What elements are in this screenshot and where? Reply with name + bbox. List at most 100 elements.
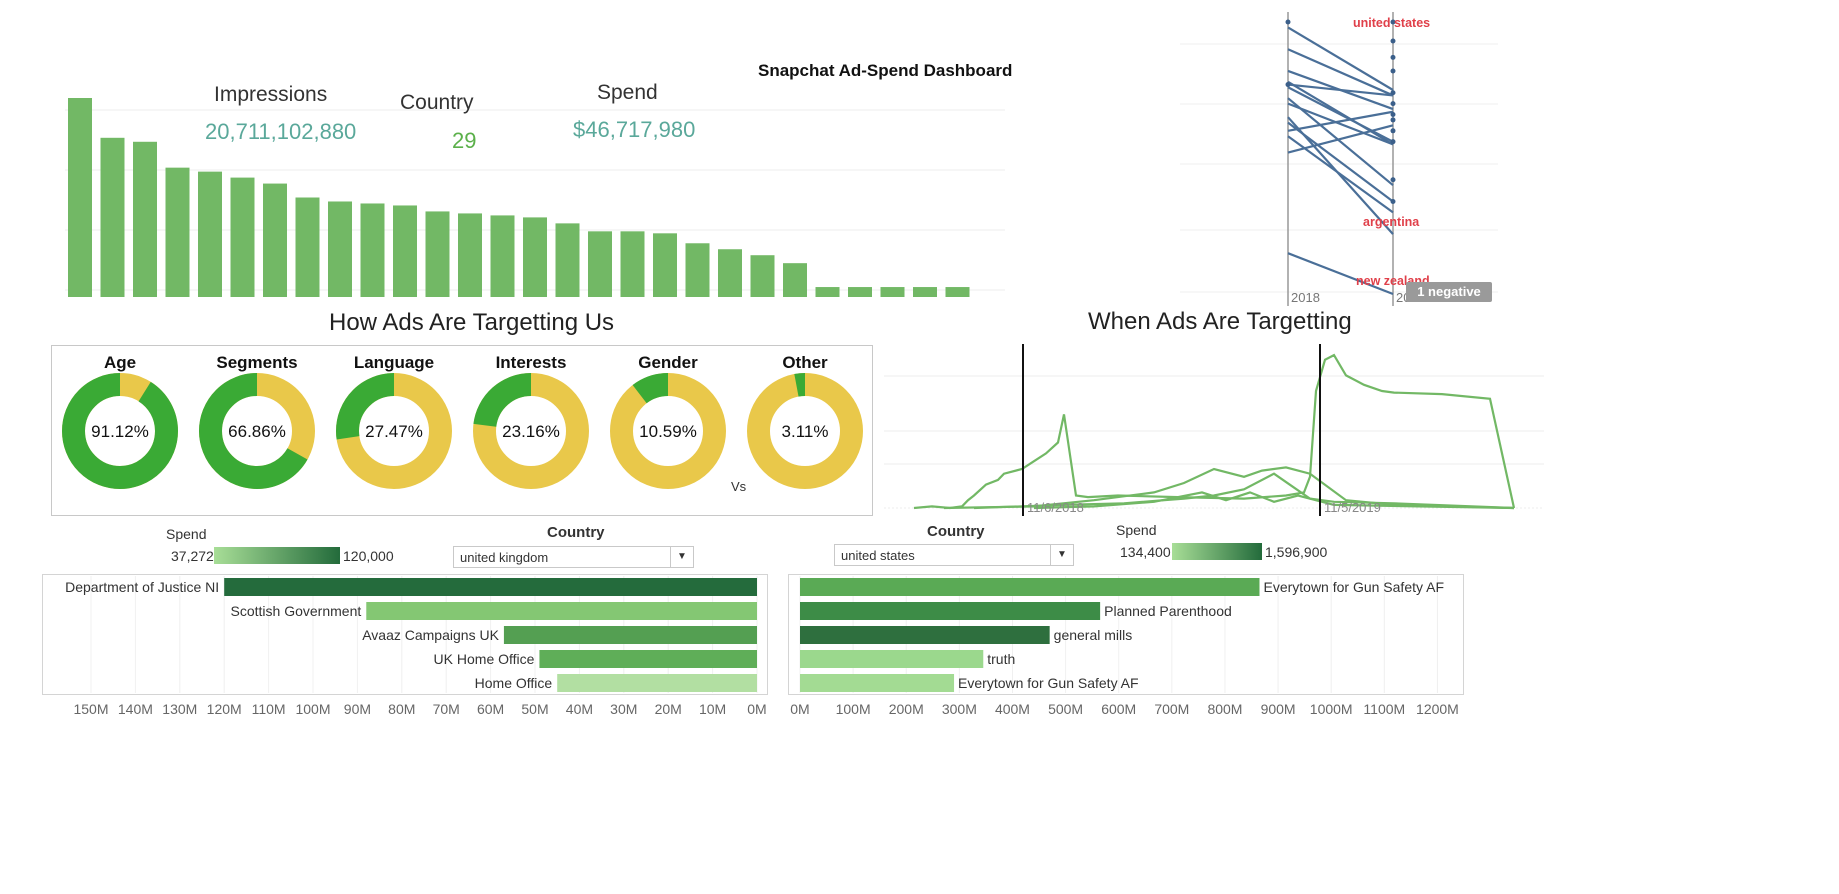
- axis-tick-label: 800M: [1207, 701, 1242, 717]
- slope-line[interactable]: [1287, 83, 1394, 97]
- timeline-series-line[interactable]: [913, 353, 1516, 510]
- axis-tick-label: 40M: [566, 701, 593, 717]
- donut-label-interests: Interests: [495, 353, 567, 372]
- donut-target-slice[interactable]: [199, 373, 315, 489]
- timeline-ref-label-2018: 11/6/2018: [1027, 500, 1084, 515]
- chevron-down-icon[interactable]: ▼: [670, 547, 693, 567]
- advertiser-bar[interactable]: [800, 626, 1050, 644]
- donut-gender[interactable]: [608, 371, 728, 491]
- advertiser-bar[interactable]: [800, 650, 984, 668]
- axis-tick-label: 300M: [942, 701, 977, 717]
- slope-line[interactable]: [1287, 110, 1394, 132]
- advertiser-bar[interactable]: [503, 626, 757, 644]
- slope-point[interactable]: [1390, 19, 1396, 25]
- slope-point[interactable]: [1390, 177, 1396, 183]
- slope-line[interactable]: [1287, 124, 1394, 154]
- top-bar[interactable]: [588, 231, 612, 297]
- top-bar[interactable]: [718, 249, 742, 297]
- top-bar[interactable]: [783, 263, 807, 297]
- negative-badge[interactable]: 1 negative: [1406, 282, 1492, 302]
- advertiser-bar[interactable]: [366, 602, 757, 620]
- top-bar[interactable]: [68, 98, 92, 297]
- slope-point[interactable]: [1390, 101, 1396, 107]
- top-bar[interactable]: [490, 215, 515, 297]
- top-bar[interactable]: [848, 287, 872, 297]
- left-spend-max: 120,000: [343, 548, 394, 564]
- right-country-select[interactable]: united states ▼: [834, 544, 1074, 566]
- slope-line[interactable]: [1287, 48, 1394, 97]
- advertiser-bar[interactable]: [800, 674, 955, 692]
- top-bar[interactable]: [750, 255, 775, 297]
- axis-tick-label: 600M: [1101, 701, 1136, 717]
- top-bar[interactable]: [620, 231, 645, 297]
- right-spend-min: 134,400: [1120, 544, 1171, 560]
- advertiser-label: Everytown for Gun Safety AF: [958, 675, 1139, 691]
- donut-target-slice[interactable]: [747, 373, 863, 489]
- slope-point[interactable]: [1390, 38, 1396, 44]
- country-value: 29: [452, 128, 477, 153]
- slope-line[interactable]: [1287, 252, 1394, 296]
- left-spend-min: 37,272: [171, 548, 214, 564]
- slope-point[interactable]: [1390, 54, 1396, 60]
- slope-point[interactable]: [1390, 199, 1396, 205]
- top-bar[interactable]: [393, 205, 417, 297]
- advertiser-bar[interactable]: [800, 578, 1260, 596]
- slope-line[interactable]: [1287, 121, 1394, 203]
- top-bar[interactable]: [165, 167, 190, 297]
- top-bar[interactable]: [685, 243, 710, 297]
- top-bar[interactable]: [458, 213, 482, 297]
- top-bar[interactable]: [230, 177, 255, 297]
- slope-point[interactable]: [1390, 139, 1396, 145]
- top-bar[interactable]: [880, 287, 905, 297]
- advertiser-bar[interactable]: [557, 674, 757, 692]
- left-country-select[interactable]: united kingdom ▼: [453, 546, 694, 568]
- top-bar[interactable]: [133, 141, 157, 297]
- donut-target-slice[interactable]: [336, 373, 452, 489]
- donut-language[interactable]: [334, 371, 454, 491]
- slope-line[interactable]: [1287, 97, 1394, 187]
- advertiser-label: truth: [987, 651, 1015, 667]
- donut-target-slice[interactable]: [473, 373, 589, 489]
- top-bar[interactable]: [100, 137, 125, 297]
- top-bar[interactable]: [653, 233, 677, 297]
- slope-line[interactable]: [1287, 26, 1394, 91]
- donut-interests[interactable]: [471, 371, 591, 491]
- donut-label-other: Other: [782, 353, 828, 372]
- timeline-series-line[interactable]: [943, 466, 1515, 510]
- top-bar[interactable]: [815, 287, 840, 297]
- vs-label: Vs: [731, 479, 747, 494]
- slope-point[interactable]: [1285, 19, 1291, 25]
- top-bar[interactable]: [360, 203, 385, 297]
- slope-point[interactable]: [1390, 68, 1396, 74]
- top-bar[interactable]: [263, 183, 287, 297]
- advertiser-bar[interactable]: [224, 578, 757, 596]
- donut-other[interactable]: [745, 371, 865, 491]
- top-bar[interactable]: [295, 197, 320, 298]
- donut-target-slice[interactable]: [610, 373, 726, 489]
- donut-segments[interactable]: [197, 371, 317, 491]
- slope-line[interactable]: [1287, 86, 1394, 143]
- top-bar[interactable]: [523, 217, 547, 297]
- slope-line[interactable]: [1287, 102, 1394, 146]
- slope-point[interactable]: [1390, 90, 1396, 96]
- slope-line[interactable]: [1287, 80, 1394, 146]
- slope-point[interactable]: [1390, 111, 1396, 117]
- timeline-series-line[interactable]: [973, 472, 1515, 510]
- donut-target-slice[interactable]: [62, 373, 178, 489]
- slope-xlabel-2018: 2018: [1291, 290, 1320, 305]
- top-bar[interactable]: [425, 211, 450, 297]
- slope-point[interactable]: [1390, 117, 1396, 123]
- donut-age[interactable]: [60, 371, 180, 491]
- advertiser-label: Home Office: [475, 675, 553, 691]
- chevron-down-icon[interactable]: ▼: [1050, 545, 1073, 565]
- advertiser-bar[interactable]: [539, 650, 757, 668]
- top-bar[interactable]: [198, 171, 222, 297]
- top-bar[interactable]: [555, 223, 580, 297]
- top-bar[interactable]: [913, 287, 937, 297]
- top-bar[interactable]: [328, 201, 352, 297]
- timeline-series-line[interactable]: [1033, 491, 1515, 510]
- slope-point[interactable]: [1285, 82, 1291, 88]
- top-bar[interactable]: [945, 287, 970, 297]
- advertiser-bar[interactable]: [800, 602, 1101, 620]
- slope-point[interactable]: [1390, 128, 1396, 134]
